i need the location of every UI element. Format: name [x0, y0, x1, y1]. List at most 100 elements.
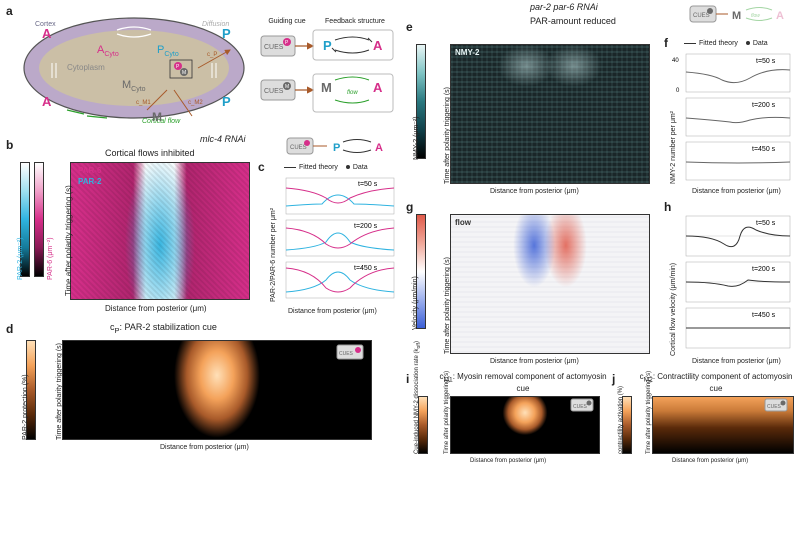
- panel-c-ylabel: PAR-2/PAR-6 number per μm²: [270, 208, 277, 302]
- svg-text:P: P: [222, 94, 231, 109]
- panel-a-schematic: A P A P ACyto PCyto MCyto Cytoplasm Diff…: [12, 8, 252, 128]
- svg-text:M: M: [321, 80, 332, 95]
- panel-j-title: cM2: Contractility component of actomyos…: [636, 372, 796, 393]
- panel-e-xlabel: Distance from posterior (μm): [490, 188, 579, 195]
- svg-text:t=200 s: t=200 s: [354, 223, 378, 230]
- panel-g-kymograph: flow: [450, 214, 650, 354]
- panel-b-ylabel: Time after polarity triggering (s): [64, 185, 73, 296]
- panel-f-ylabel: NMY-2 number per μm²: [670, 111, 677, 184]
- svg-text:M: M: [732, 10, 741, 22]
- panel-c-xlabel: Distance from posterior (μm): [288, 308, 377, 315]
- panel-d-mini: CUES: [336, 344, 368, 362]
- panel-d-title: cP: PAR-2 stabilization cue: [110, 322, 217, 335]
- svg-text:M: M: [152, 110, 162, 124]
- panel-e-title2: PAR-amount reduced: [530, 16, 616, 26]
- panel-c-legend: Fitted theory Data: [278, 162, 374, 173]
- panel-b-rnai: mlc-4 RNAi: [200, 134, 246, 144]
- panel-f-xlabel: Distance from posterior (μm): [692, 188, 781, 195]
- svg-text:Cytoplasm: Cytoplasm: [67, 63, 105, 72]
- svg-text:CUES: CUES: [693, 13, 710, 19]
- svg-text:CUES: CUES: [573, 404, 588, 410]
- svg-text:c_P: c_P: [207, 52, 217, 58]
- svg-text:40: 40: [672, 58, 679, 64]
- panel-h-ylabel: Cortical flow velocity (μm/min): [670, 263, 677, 356]
- panel-f-legend: Fitted theory Data: [678, 38, 774, 49]
- panel-b-mini-diagram: CUES P A: [285, 136, 395, 160]
- svg-text:A: A: [42, 94, 52, 109]
- svg-text:A: A: [776, 10, 784, 22]
- panel-b-bar1-label: PAR-2 (μm⁻²): [16, 237, 24, 280]
- svg-text:t=50 s: t=50 s: [756, 58, 776, 65]
- panel-i-bar-label: Cue-induced NMY-2 dissociation rate (kof…: [414, 394, 422, 454]
- par2-inline-label: PAR-2: [78, 177, 101, 186]
- panel-c-profiles: t=50 s t=200 s t=450 s: [272, 176, 398, 304]
- svg-text:CUES: CUES: [339, 351, 354, 357]
- panel-a-feedback-diagram: CUES P P A CUES M M A flow: [255, 28, 400, 120]
- panel-c-label: c: [258, 160, 265, 174]
- panel-b-colorbar-par6: [34, 162, 44, 277]
- panel-d-label: d: [6, 322, 13, 336]
- panel-h-label: h: [664, 200, 671, 214]
- svg-text:P: P: [222, 26, 231, 41]
- panel-e-ylabel: Time after polarity triggering (s): [444, 87, 451, 184]
- panel-i-title: cM1: Myosin removal component of actomyo…: [438, 372, 608, 393]
- svg-text:Cortex: Cortex: [35, 21, 56, 28]
- panel-i-xlabel: Distance from posterior (μm): [470, 458, 546, 464]
- panel-f-profiles: t=50 s 40 0 t=200 s t=450 s: [672, 52, 794, 184]
- svg-text:t=50 s: t=50 s: [358, 181, 378, 188]
- svg-text:flow: flow: [347, 90, 358, 96]
- panel-f-label: f: [664, 36, 668, 50]
- panel-e-kymograph: NMY-2: [450, 44, 650, 184]
- panel-i-ylabel: Time after polarity triggering (s): [444, 371, 450, 454]
- svg-text:c_M1: c_M1: [136, 100, 151, 106]
- svg-text:CUES: CUES: [290, 145, 307, 151]
- panel-j-ylabel: Time after polarity triggering (s): [646, 371, 652, 454]
- svg-text:A: A: [375, 142, 383, 154]
- svg-text:t=50 s: t=50 s: [756, 220, 776, 227]
- svg-text:t=200 s: t=200 s: [752, 102, 776, 109]
- svg-text:CUES: CUES: [767, 404, 782, 410]
- svg-text:t=450 s: t=450 s: [354, 265, 378, 272]
- panel-e-title1: par-2 par-6 RNAi: [530, 2, 598, 12]
- svg-text:M: M: [182, 70, 186, 76]
- panel-h-profiles: t=50 s t=200 s t=450 s: [672, 214, 794, 354]
- panel-e-label: e: [406, 20, 413, 34]
- panel-g-bar-label: Velocity (μm/min): [412, 276, 419, 330]
- svg-text:t=200 s: t=200 s: [752, 266, 776, 273]
- par6-inline-label: PAR-6: [78, 166, 101, 175]
- svg-text:Diffusion: Diffusion: [202, 21, 229, 28]
- panel-i-mini: CUES: [570, 398, 598, 414]
- svg-text:M: M: [285, 84, 289, 90]
- panel-e-bar-label: NMY-2 (μm⁻²): [412, 116, 420, 160]
- panel-i-label: i: [406, 372, 409, 386]
- svg-text:t=450 s: t=450 s: [752, 146, 776, 153]
- panel-b-xlabel: Distance from posterior (μm): [105, 304, 207, 313]
- svg-text:A: A: [373, 80, 383, 95]
- feedback-structure-title: Feedback structure: [316, 18, 394, 25]
- svg-text:c_M2: c_M2: [188, 100, 203, 106]
- panel-d-ylabel: Time after polarity triggering (s): [56, 343, 63, 440]
- panel-d-xlabel: Distance from posterior (μm): [160, 444, 249, 451]
- panel-j-mini: CUES: [764, 398, 792, 414]
- panel-d-heatmap: [62, 340, 372, 440]
- panel-g-ylabel: Time after polarity triggering (s): [444, 257, 451, 354]
- guiding-cue-title: Guiding cue: [258, 18, 316, 25]
- panel-b-label: b: [6, 138, 13, 152]
- svg-text:0: 0: [676, 88, 680, 94]
- panel-j-label: j: [612, 372, 615, 386]
- svg-text:CUES: CUES: [264, 44, 284, 51]
- panel-g-xlabel: Distance from posterior (μm): [490, 358, 579, 365]
- svg-text:P: P: [323, 38, 332, 53]
- panel-e-mini-diagram: CUES M A flow: [688, 4, 796, 30]
- svg-text:CUES: CUES: [264, 88, 284, 95]
- svg-text:A: A: [42, 26, 52, 41]
- panel-d-bar-label: PAR-2 protection (%): [22, 374, 29, 440]
- svg-text:t=450 s: t=450 s: [752, 312, 776, 319]
- panel-j-bar-label: contractility activation (%): [618, 386, 624, 454]
- panel-b-bar2-label: PAR-6 (μm⁻²): [46, 237, 54, 280]
- svg-text:A: A: [373, 38, 383, 53]
- panel-j-xlabel: Distance from posterior (μm): [672, 458, 748, 464]
- svg-text:P: P: [333, 142, 340, 154]
- panel-b-title: Cortical flows inhibited: [105, 148, 195, 158]
- svg-text:flow: flow: [751, 13, 760, 19]
